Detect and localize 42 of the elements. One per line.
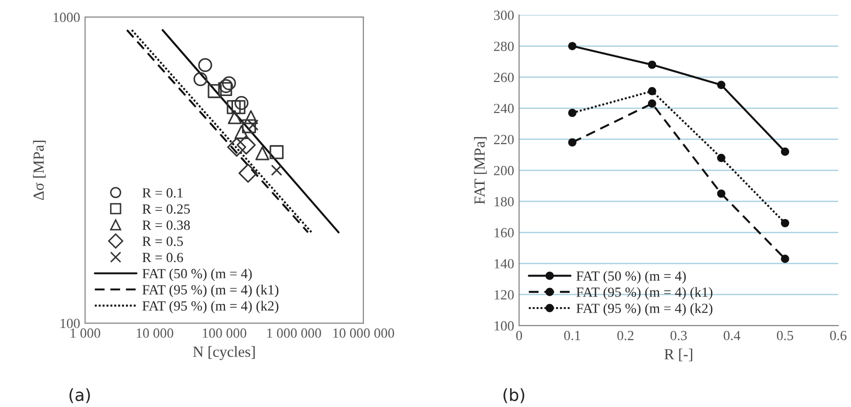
y-tick-label: 140 [494,259,514,268]
y-tick-label: 280 [494,42,514,52]
y-tick-label: 180 [494,196,514,206]
text: (a) [70,388,90,404]
legend-label: FAT (95 %) (m = 4) (k1) [576,287,712,300]
y-tick-label: 1000 [54,12,80,22]
y-tick-label: 100 [60,318,80,328]
y-tick-label: 220 [494,134,514,144]
legend-label: FAT (95 %) (m = 4) (k2) [142,300,278,314]
y-tick-label: 160 [494,228,514,238]
x-tick-label: 0.2 [617,330,634,340]
y-tick-label: 100 [494,321,514,331]
y-tick-label: 120 [494,290,514,300]
y-tick-label: 260 [494,72,514,82]
x-tick-label: 0.6 [830,330,846,340]
y-tick-label: 300 [494,10,514,20]
x-tick-label: 0.4 [724,330,740,340]
legend-label: FAT (50 %) (m = 4) [576,270,686,284]
x-tick-label: 0 [516,330,522,340]
legend-label: FAT (50 %) (m = 4) [142,268,252,282]
legend-label: R = 0.38 [142,220,190,230]
legend-label: FAT (95 %) (m = 4) (k1) [142,284,278,298]
y-tick-label: 200 [494,166,514,176]
x-tick-label: 100 000 [202,328,246,338]
x-tick-label: 10 000 000 [333,328,394,338]
x-tick-label: 0.5 [776,330,794,340]
legend-label: R = 0.25 [142,204,190,214]
x-tick-label: 1 000 [70,328,100,338]
x-axis-title: R [-] [664,348,692,362]
y-tick-label: 240 [494,104,514,114]
legend-label: R = 0.1 [142,188,183,198]
x-tick-label: 1 000 000 [267,328,322,338]
legend-label: FAT (95 %) (m = 4) (k2) [576,303,712,316]
y-axis-title: Δσ [MPa] [33,140,46,200]
legend-label: R = 0.5 [142,236,183,246]
y-axis-title: FAT [MPa] [474,137,487,204]
text: (b) [504,388,524,404]
x-tick-label: 10 000 [136,328,174,338]
x-tick-label: 0.3 [670,330,687,340]
x-tick-label: 0.1 [564,330,580,340]
x-axis-title: N [cycles] [193,346,255,360]
legend-label: R = 0.6 [142,252,184,262]
